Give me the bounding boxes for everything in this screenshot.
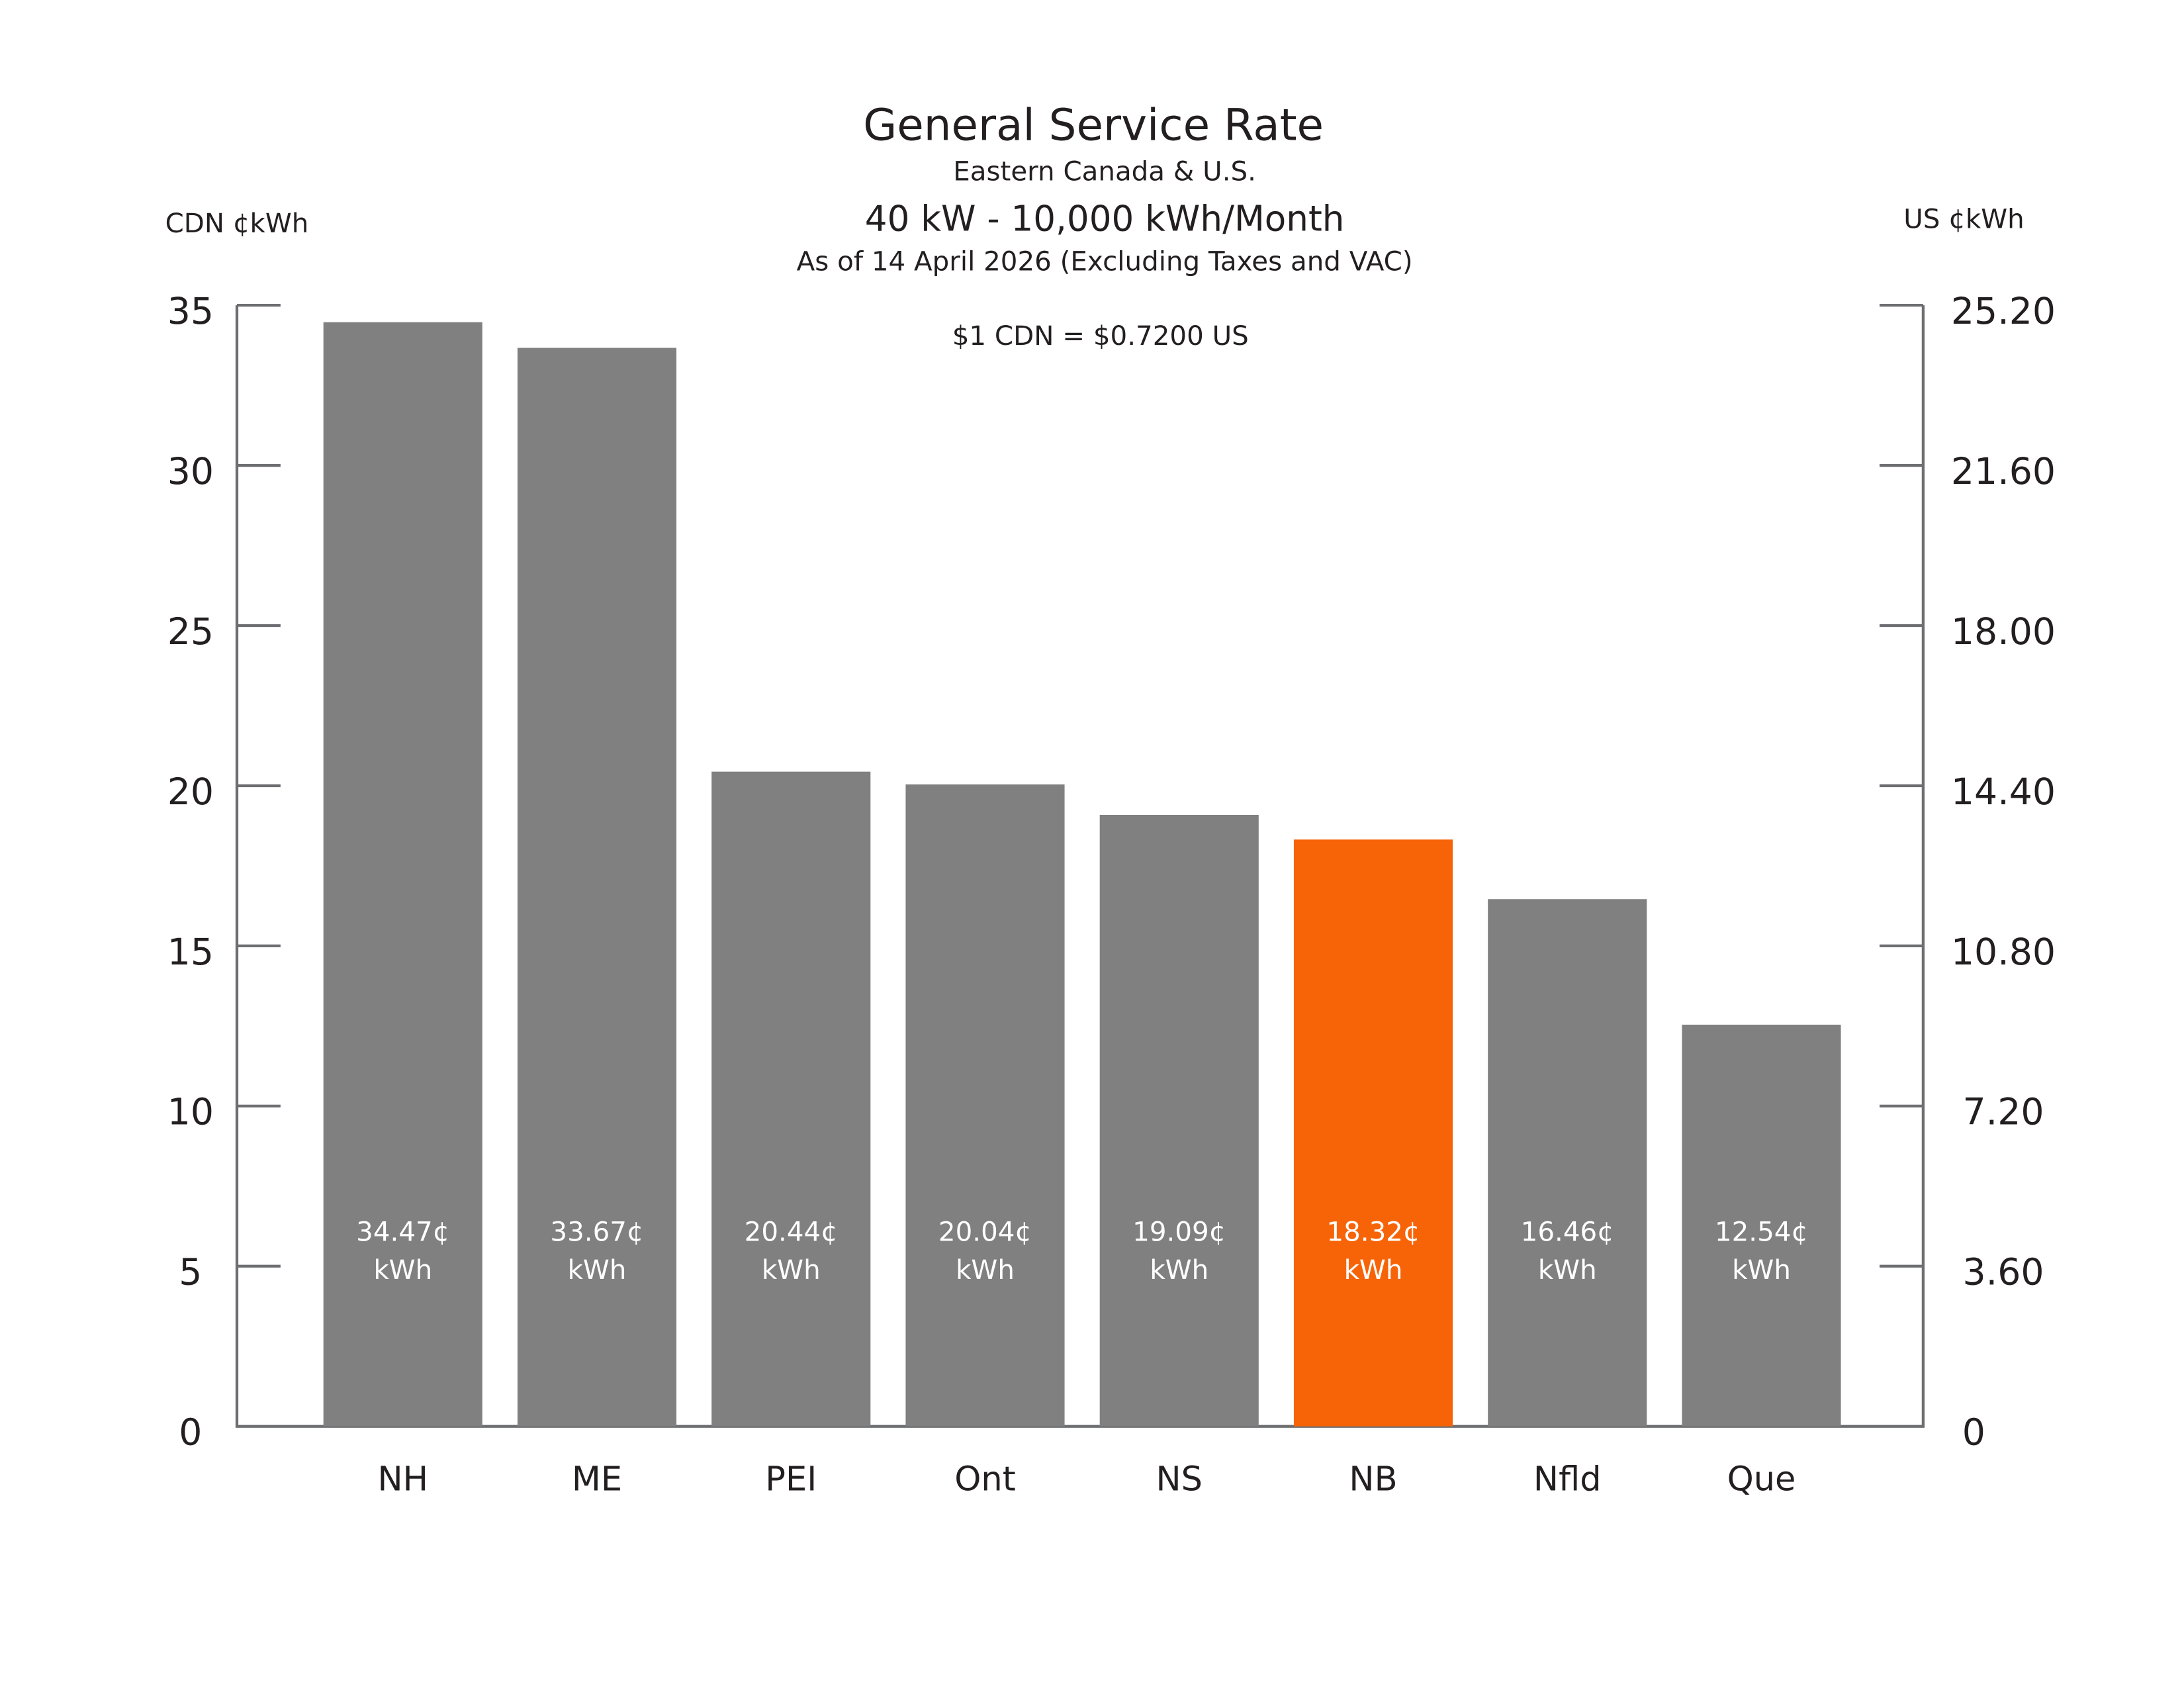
bar (1488, 899, 1647, 1427)
y-tick-label: 30 (167, 451, 214, 493)
bar (1099, 814, 1259, 1427)
value-label-line: 33.67¢ (550, 1217, 643, 1248)
x-tick-label: Nfld (1533, 1460, 1602, 1499)
y2-tick-label: 14.40 (1951, 771, 2056, 814)
value-label-line: 20.04¢ (938, 1217, 1032, 1248)
y2-tick-label: 18.00 (1951, 611, 2056, 653)
value-label-line: kWh (1538, 1254, 1597, 1286)
y-tick-label: 0 (179, 1412, 202, 1454)
y-tick-label: 10 (167, 1092, 214, 1134)
value-label: 33.67¢ kWh (550, 1217, 643, 1286)
annotation: $1 CDN = $0.7200 US (952, 320, 1249, 352)
value-label-line: 18.32¢ (1326, 1217, 1420, 1248)
value-label: 18.32¢ kWh (1326, 1217, 1420, 1286)
value-label: 20.04¢ kWh (938, 1217, 1032, 1286)
value-label: 19.09¢ kWh (1132, 1217, 1226, 1286)
value-label-line: kWh (1344, 1254, 1403, 1286)
value-label-line: kWh (568, 1254, 627, 1286)
y-tick-label: 15 (167, 931, 214, 974)
y-axis-label: CDN ¢kWh (165, 208, 309, 239)
value-label: 12.54¢ kWh (1715, 1217, 1808, 1286)
chart-subtitle: Eastern Canada & U.S. (953, 156, 1256, 187)
value-label-line: 20.44¢ (745, 1217, 838, 1248)
y2-tick-label: 10.80 (1951, 931, 2056, 974)
y2-axis-label: US ¢kWh (1903, 204, 2025, 235)
value-label: 20.44¢ kWh (745, 1217, 838, 1286)
bar (1293, 839, 1453, 1427)
bar (517, 348, 677, 1427)
y2-tick-label: 7.20 (1962, 1092, 2044, 1134)
y-tick-label: 5 (179, 1252, 202, 1294)
bar (905, 784, 1065, 1427)
x-tick-label: NH (378, 1460, 429, 1499)
date-note: As of 14 April 2026 (Excluding Taxes and… (797, 246, 1413, 277)
y2-tick-label: 25.20 (1951, 291, 2056, 333)
bar (711, 771, 871, 1427)
chart-headline: 40 kW - 10,000 kWh/Month (865, 198, 1345, 239)
x-tick-label: ME (572, 1460, 622, 1499)
value-label: 34.47¢ kWh (356, 1217, 449, 1286)
y2-tick-label: 0 (1962, 1412, 1985, 1454)
value-label-line: kWh (1732, 1254, 1791, 1286)
value-label-line: 12.54¢ (1715, 1217, 1808, 1248)
value-label-line: 19.09¢ (1132, 1217, 1226, 1248)
value-label: 16.46¢ kWh (1521, 1217, 1614, 1286)
y-tick-label: 20 (167, 771, 214, 814)
x-tick-label: PEI (765, 1460, 817, 1499)
value-label-line: kWh (1150, 1254, 1208, 1286)
value-label-line: 34.47¢ (356, 1217, 449, 1248)
value-label-line: kWh (373, 1254, 432, 1286)
y-tick-label: 25 (167, 611, 214, 653)
value-label-line: kWh (762, 1254, 821, 1286)
axes (235, 305, 1925, 1428)
x-tick-label: NS (1156, 1460, 1203, 1499)
chart-title: General Service Rate (863, 99, 1324, 150)
bar (323, 322, 482, 1427)
bar (1682, 1024, 1841, 1427)
value-label-line: 16.46¢ (1521, 1217, 1614, 1248)
x-tick-label: Que (1727, 1460, 1796, 1499)
value-label-line: kWh (956, 1254, 1015, 1286)
x-tick-label: Ont (954, 1460, 1015, 1499)
y2-tick-label: 3.60 (1962, 1252, 2044, 1294)
y2-tick-label: 21.60 (1951, 451, 2056, 493)
y-tick-label: 35 (167, 291, 214, 333)
x-tick-label: NB (1349, 1460, 1397, 1499)
